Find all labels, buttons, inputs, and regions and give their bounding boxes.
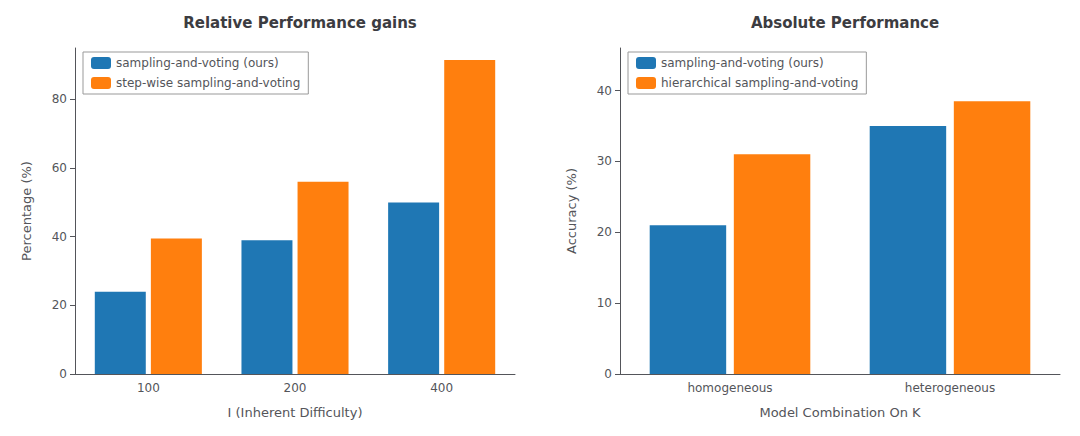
svg-text:80: 80 <box>52 92 67 106</box>
svg-text:homogeneous: homogeneous <box>687 381 772 395</box>
svg-text:10: 10 <box>597 296 612 310</box>
svg-text:Model Combination On K: Model Combination On K <box>759 405 921 420</box>
svg-text:30: 30 <box>597 154 612 168</box>
svg-text:Accuracy (%): Accuracy (%) <box>564 168 579 254</box>
svg-text:sampling-and-voting (ours): sampling-and-voting (ours) <box>116 56 279 70</box>
svg-text:20: 20 <box>597 225 612 239</box>
svg-text:400: 400 <box>430 381 453 395</box>
svg-text:heterogeneous: heterogeneous <box>905 381 995 395</box>
svg-text:Absolute Performance: Absolute Performance <box>751 14 939 32</box>
svg-text:0: 0 <box>59 367 67 381</box>
svg-text:100: 100 <box>137 381 160 395</box>
svg-text:step-wise sampling-and-voting: step-wise sampling-and-voting <box>116 76 300 90</box>
svg-text:60: 60 <box>52 161 67 175</box>
svg-text:40: 40 <box>597 84 612 98</box>
svg-text:0: 0 <box>604 367 612 381</box>
svg-text:Percentage (%): Percentage (%) <box>19 161 34 261</box>
svg-text:200: 200 <box>284 381 307 395</box>
svg-text:sampling-and-voting (ours): sampling-and-voting (ours) <box>661 56 824 70</box>
svg-text:I (Inherent Difficulty): I (Inherent Difficulty) <box>228 405 363 420</box>
svg-text:hierarchical sampling-and-voti: hierarchical sampling-and-voting <box>661 76 858 90</box>
svg-text:Relative Performance gains: Relative Performance gains <box>183 14 417 32</box>
svg-text:40: 40 <box>52 230 67 244</box>
svg-text:20: 20 <box>52 298 67 312</box>
